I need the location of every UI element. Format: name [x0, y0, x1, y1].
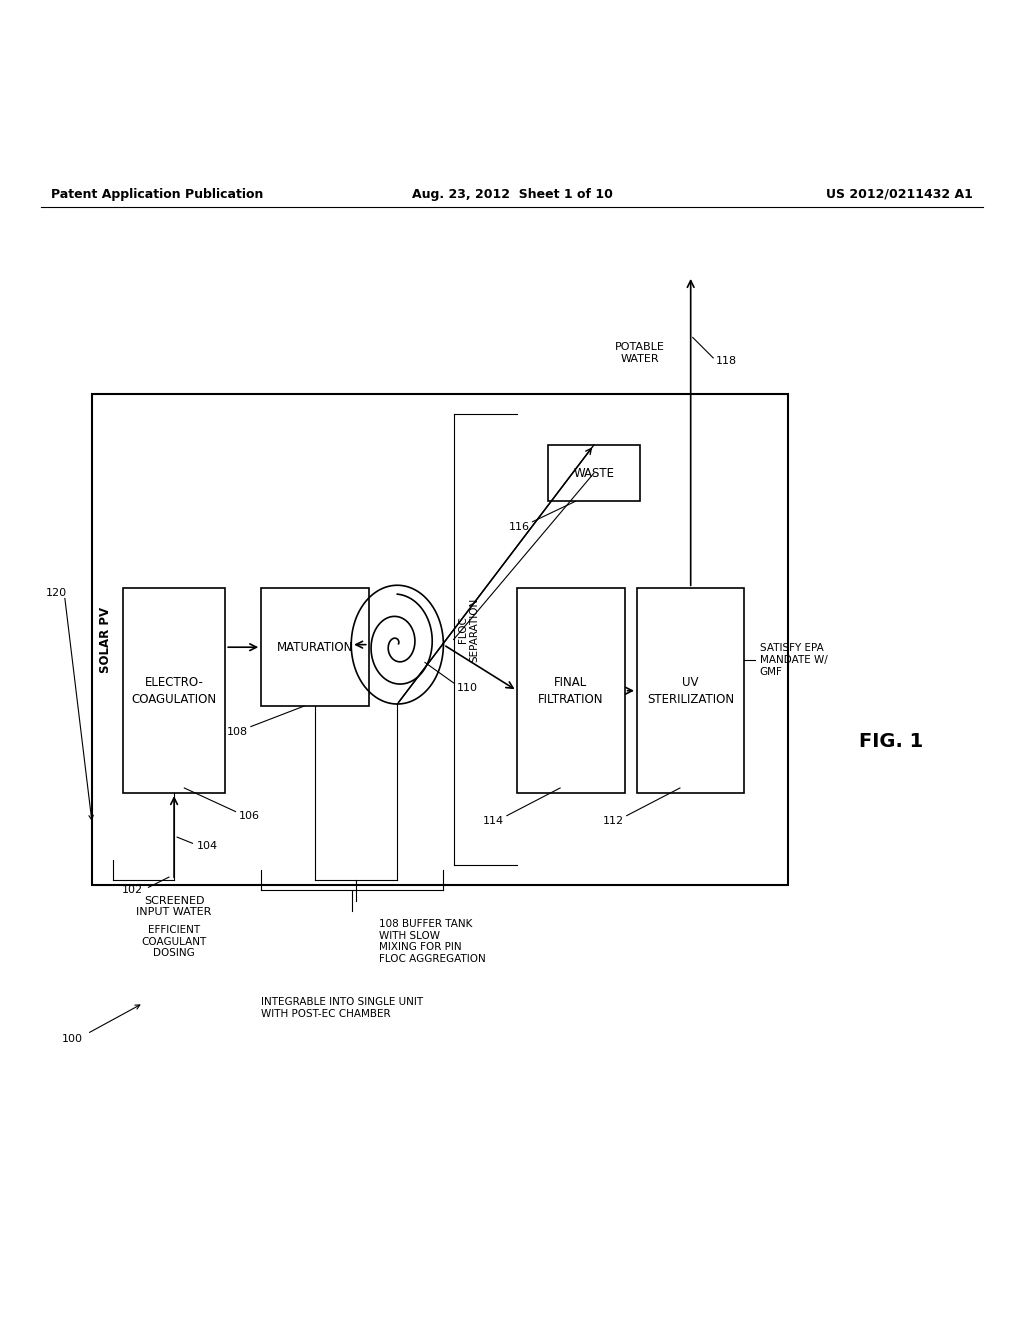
Text: SATISFY EPA
MANDATE W/
GMF: SATISFY EPA MANDATE W/ GMF	[760, 643, 827, 677]
Text: 100: 100	[61, 1034, 83, 1044]
Text: Aug. 23, 2012  Sheet 1 of 10: Aug. 23, 2012 Sheet 1 of 10	[412, 187, 612, 201]
Bar	[517, 589, 625, 793]
Text: POTABLE
WATER: POTABLE WATER	[615, 342, 666, 363]
Text: UV
STERILIZATION: UV STERILIZATION	[647, 676, 734, 706]
Text: INTEGRABLE INTO SINGLE UNIT
WITH POST-EC CHAMBER: INTEGRABLE INTO SINGLE UNIT WITH POST-EC…	[261, 998, 423, 1019]
Bar	[548, 445, 640, 502]
Text: MATURATION: MATURATION	[276, 640, 353, 653]
Text: EFFICIENT
COAGULANT
DOSING: EFFICIENT COAGULANT DOSING	[141, 925, 207, 958]
Text: US 2012/0211432 A1: US 2012/0211432 A1	[826, 187, 973, 201]
Text: 112: 112	[602, 816, 624, 826]
Text: SOLAR PV: SOLAR PV	[99, 606, 112, 673]
Text: ELECTRO-
COAGULATION: ELECTRO- COAGULATION	[131, 676, 217, 706]
Text: 108 BUFFER TANK
WITH SLOW
MIXING FOR PIN
FLOC AGGREGATION: 108 BUFFER TANK WITH SLOW MIXING FOR PIN…	[379, 919, 485, 964]
Text: 108: 108	[226, 727, 248, 737]
Text: FINAL
FILTRATION: FINAL FILTRATION	[539, 676, 603, 706]
Text: Patent Application Publication: Patent Application Publication	[51, 187, 263, 201]
Text: 110: 110	[457, 682, 478, 693]
Text: 120: 120	[46, 589, 67, 598]
Bar	[123, 589, 225, 793]
Bar	[261, 589, 369, 706]
Text: SCREENED
INPUT WATER: SCREENED INPUT WATER	[136, 895, 212, 917]
Text: 104: 104	[197, 841, 218, 851]
Text: 102: 102	[122, 886, 143, 895]
Text: 118: 118	[717, 356, 737, 366]
Bar	[92, 393, 788, 886]
Text: WASTE: WASTE	[573, 467, 614, 479]
Text: FLOC
SEPARATION: FLOC SEPARATION	[458, 598, 480, 661]
Text: 114: 114	[482, 816, 504, 826]
Text: 116: 116	[508, 521, 529, 532]
Text: 106: 106	[239, 810, 260, 821]
Text: FIG. 1: FIG. 1	[859, 733, 923, 751]
Bar	[637, 589, 744, 793]
